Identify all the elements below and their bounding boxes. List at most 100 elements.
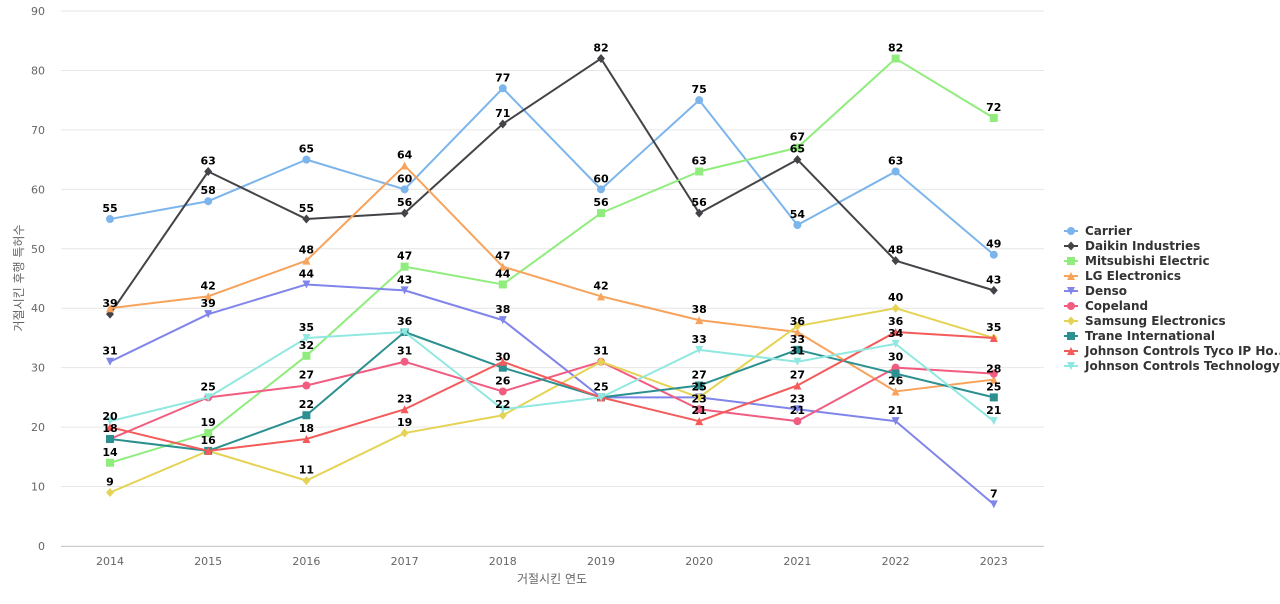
data-point[interactable] [106,304,114,313]
legend-item[interactable]: Carrier [1064,224,1132,238]
legend-item[interactable]: Denso [1064,284,1127,298]
data-point[interactable] [695,208,704,218]
data-point[interactable] [204,429,213,438]
data-point[interactable] [400,208,409,218]
legend-item[interactable]: LG Electronics [1064,269,1181,283]
data-point[interactable] [498,387,507,396]
data-point[interactable] [106,215,114,224]
data-point[interactable] [597,357,605,367]
data-point[interactable] [793,357,802,366]
series-line[interactable] [109,283,995,506]
data-point[interactable] [302,155,311,164]
data-point[interactable] [302,476,311,486]
data-point[interactable] [400,262,409,271]
data-point[interactable] [498,119,507,129]
data-point[interactable] [302,280,311,289]
data-point[interactable] [989,333,998,342]
data-point[interactable] [989,250,998,259]
data-point[interactable] [106,357,114,366]
data-point[interactable] [891,417,900,426]
data-point[interactable] [204,292,213,301]
data-point[interactable] [498,363,507,372]
data-point[interactable] [400,185,409,194]
data-point[interactable] [597,393,605,402]
data-point[interactable] [891,54,900,63]
data-point[interactable] [204,310,213,319]
data-point[interactable] [793,405,802,414]
series-line[interactable] [109,87,995,256]
data-point[interactable] [302,351,311,360]
legend-item[interactable]: Daikin Industries [1064,239,1200,253]
data-point[interactable] [498,316,507,325]
data-point[interactable] [793,328,802,336]
data-point[interactable] [793,221,802,229]
data-point[interactable] [989,393,998,402]
data-point[interactable] [498,405,507,414]
data-point[interactable] [891,328,900,336]
data-point[interactable] [106,458,114,467]
series-line[interactable] [109,331,994,452]
data-point[interactable] [400,328,409,336]
data-point[interactable] [302,333,311,342]
legend-item[interactable]: Mitsubishi Electric [1064,254,1210,268]
data-point[interactable] [204,446,213,455]
data-point[interactable] [695,316,704,325]
data-point[interactable] [204,197,213,206]
data-point[interactable] [695,381,704,390]
data-point[interactable] [989,417,998,426]
data-point[interactable] [891,167,900,176]
data-point[interactable] [597,292,605,301]
legend-item[interactable]: Johnson Controls Technology [1064,359,1280,373]
legend-item[interactable]: Copeland [1064,299,1148,313]
data-point[interactable] [793,155,802,165]
data-point[interactable] [302,435,311,443]
data-point[interactable] [400,428,409,438]
data-point[interactable] [498,262,507,271]
series-line[interactable] [109,307,995,494]
legend-item[interactable]: Trane International [1064,329,1215,343]
data-point[interactable] [695,392,704,402]
data-point[interactable] [498,357,507,366]
data-point[interactable] [989,285,998,295]
data-point[interactable] [498,84,507,93]
legend-item[interactable]: Johnson Controls Tyco IP Ho... [1064,344,1280,358]
data-point[interactable] [793,143,802,152]
data-point[interactable] [106,435,114,443]
data-point[interactable] [302,411,311,420]
data-point[interactable] [204,167,213,176]
data-point[interactable] [793,321,802,331]
data-point[interactable] [989,500,998,509]
data-point[interactable] [106,417,114,426]
series-line[interactable] [109,57,995,464]
data-point[interactable] [891,369,900,378]
data-point[interactable] [793,417,802,426]
data-point[interactable] [204,393,213,402]
data-point[interactable] [695,417,704,426]
data-point[interactable] [302,214,311,224]
data-point[interactable] [989,375,998,384]
data-point[interactable] [597,185,605,194]
series-line[interactable] [109,57,995,315]
data-point[interactable] [989,114,998,122]
legend-item[interactable]: Samsung Electronics [1064,314,1226,328]
data-point[interactable] [695,167,704,176]
series-line[interactable] [109,331,995,452]
data-point[interactable] [695,96,704,105]
data-point[interactable] [597,54,605,64]
data-point[interactable] [793,345,802,354]
data-point[interactable] [400,357,409,366]
data-point[interactable] [597,209,605,218]
data-point[interactable] [891,256,900,266]
series-line[interactable] [109,331,995,423]
data-point[interactable] [302,381,311,390]
data-point[interactable] [695,405,704,414]
data-point[interactable] [106,488,114,497]
data-point[interactable] [302,256,311,265]
data-point[interactable] [695,345,704,354]
data-point[interactable] [891,387,900,396]
data-point[interactable] [989,369,998,378]
data-point[interactable] [400,161,409,170]
data-point[interactable] [106,423,114,432]
data-point[interactable] [400,286,409,295]
data-point[interactable] [891,339,900,348]
